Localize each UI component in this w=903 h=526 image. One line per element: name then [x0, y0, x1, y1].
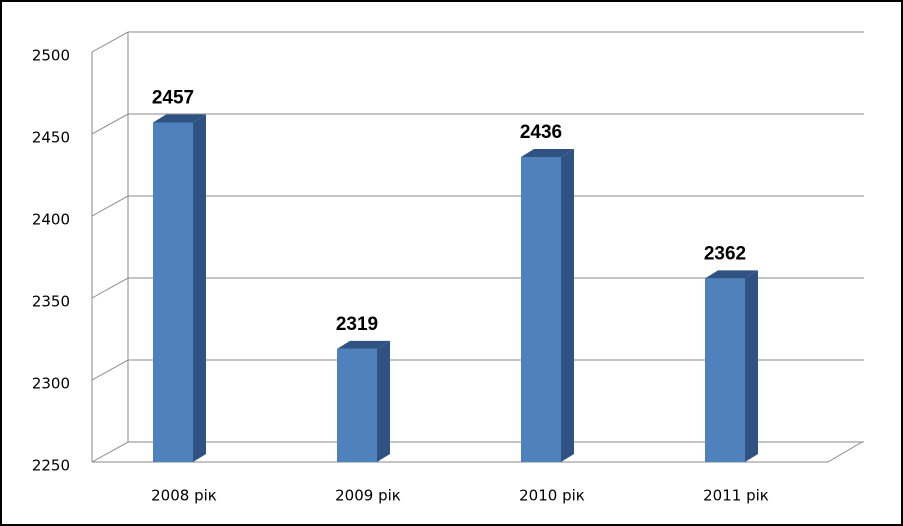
- y-tick-label: 2500: [32, 47, 70, 65]
- bar-side: [561, 148, 574, 462]
- grid-line-side: [91, 31, 129, 53]
- x-tick-label: 2011 рік: [703, 487, 769, 505]
- y-tick-label: 2450: [32, 129, 70, 147]
- y-tick-label: 2300: [32, 375, 70, 393]
- bar-top: [153, 114, 206, 123]
- bar-top: [337, 340, 390, 349]
- bar: [337, 348, 377, 462]
- y-tick-label: 2400: [32, 211, 70, 229]
- bar: [153, 122, 193, 463]
- y-tick-label: 2350: [32, 293, 70, 311]
- y-tick-label: 2250: [32, 457, 70, 475]
- x-tick-label: 2010 рік: [519, 487, 585, 505]
- bar-side: [193, 114, 206, 463]
- grid-line-side: [91, 277, 129, 299]
- x-tick-label: 2009 рік: [335, 487, 401, 505]
- grid-line-side: [91, 113, 129, 135]
- value-label: 2319: [336, 314, 378, 335]
- value-label: 2362: [704, 243, 746, 264]
- value-label: 2436: [520, 122, 562, 143]
- bar-side: [745, 270, 758, 462]
- grid-line-side: [91, 359, 129, 381]
- value-label: 2457: [152, 88, 194, 109]
- x-tick-label: 2008 рік: [151, 487, 217, 505]
- grid-line-side: [91, 195, 129, 217]
- grid-line-side: [91, 441, 129, 463]
- bar-top: [705, 270, 758, 279]
- bar: [521, 156, 561, 462]
- bar-top: [521, 148, 574, 157]
- bar: [705, 278, 745, 462]
- bar-side: [377, 340, 390, 462]
